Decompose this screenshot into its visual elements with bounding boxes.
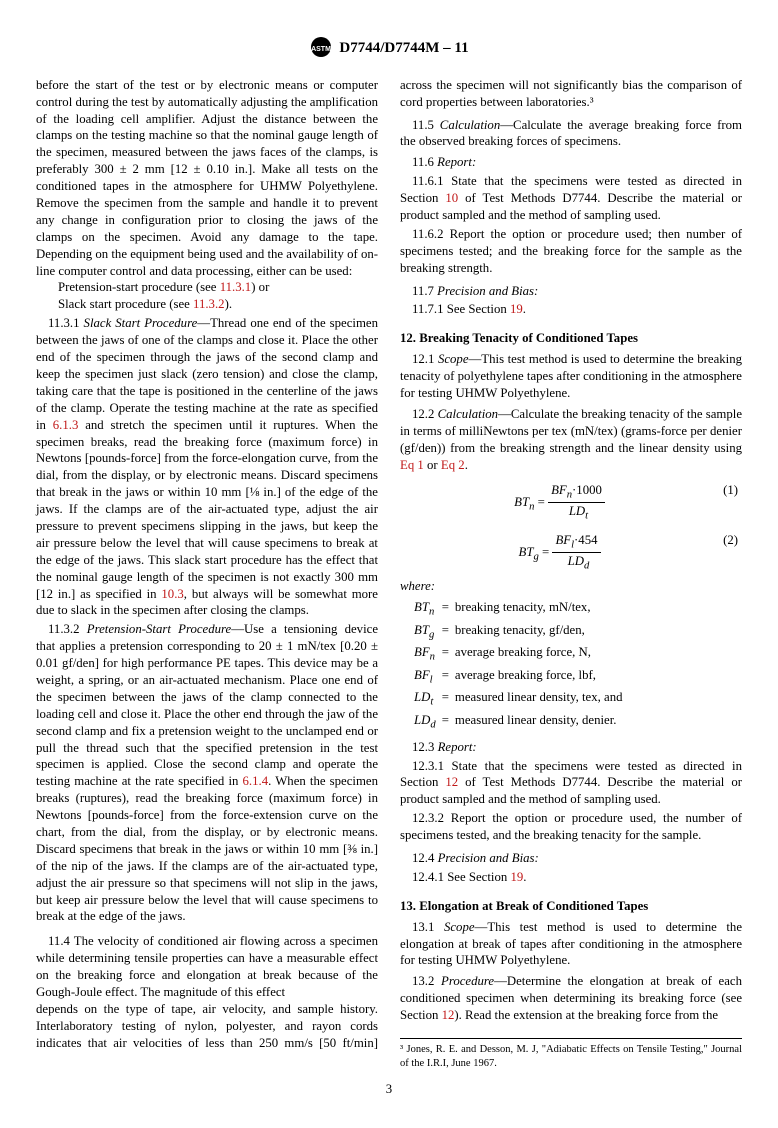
doc-header: ASTM D7744/D7744M – 11 <box>36 36 742 59</box>
xref-link[interactable]: Eq 1 <box>400 458 424 472</box>
page: ASTM D7744/D7744M – 11 before the start … <box>0 0 778 1128</box>
para: 12.4 Precision and Bias: <box>400 850 742 867</box>
para: 12.3.1 State that the specimens were tes… <box>400 758 742 809</box>
xref-link[interactable]: 12 <box>442 1008 455 1022</box>
equation: BTn = BFn·1000LDt (1) <box>400 482 742 524</box>
para: 11.3.1 Slack Start Procedure—Thread one … <box>36 315 378 619</box>
xref-link[interactable]: 6.1.4 <box>243 774 269 788</box>
doc-id: D7744/D7744M – 11 <box>339 40 468 56</box>
para: 11.7.1 See Section 19. <box>400 301 742 318</box>
xref-link[interactable]: 19 <box>510 302 523 316</box>
xref-link[interactable]: 12 <box>445 775 458 789</box>
para: 13.1 Scope—This test method is used to d… <box>400 919 742 970</box>
footnote: ³ Jones, R. E. and Desson, M. J, "Adiaba… <box>400 1038 742 1071</box>
para: 11.3.2 Pretension-Start Procedure—Use a … <box>36 621 378 925</box>
xref-link[interactable]: 10 <box>445 191 458 205</box>
para: 11.6 Report: <box>400 154 742 171</box>
bullet-line: Pretension-start procedure (see 11.3.1) … <box>36 279 378 296</box>
astm-logo-icon: ASTM <box>309 36 333 58</box>
para: 12.2 Calculation—Calculate the breaking … <box>400 406 742 474</box>
para: 11.4 The velocity of conditioned air flo… <box>36 933 378 1001</box>
para: 11.5 Calculation—Calculate the average b… <box>400 117 742 151</box>
section-heading: 12. Breaking Tenacity of Conditioned Tap… <box>400 330 742 347</box>
symbol-definitions: BTn=breaking tenacity, mN/tex, BTg=break… <box>410 597 627 735</box>
xref-link[interactable]: 11.3.1 <box>220 280 252 294</box>
svg-text:ASTM: ASTM <box>311 46 331 53</box>
xref-link[interactable]: 10.3 <box>161 587 183 601</box>
bullet-line: Slack start procedure (see 11.3.2). <box>36 296 378 313</box>
section-heading: 13. Elongation at Break of Conditioned T… <box>400 898 742 915</box>
para: before the start of the test or by elect… <box>36 77 378 280</box>
para: 11.6.1 State that the specimens were tes… <box>400 173 742 224</box>
content-columns: before the start of the test or by elect… <box>36 77 742 1071</box>
para: 12.1 Scope—This test method is used to d… <box>400 351 742 402</box>
para: 13.2 Procedure—Determine the elongation … <box>400 973 742 1024</box>
where-label: where: <box>400 578 742 595</box>
xref-link[interactable]: Eq 2 <box>441 458 465 472</box>
para: 12.3 Report: <box>400 739 742 756</box>
xref-link[interactable]: 6.1.3 <box>53 418 79 432</box>
xref-link[interactable]: 19 <box>510 870 523 884</box>
xref-link[interactable]: 11.3.2 <box>193 297 225 311</box>
page-number: 3 <box>36 1081 742 1098</box>
para: 11.7 Precision and Bias: <box>400 283 742 300</box>
para: 12.3.2 Report the option or procedure us… <box>400 810 742 844</box>
equation: BTg = BFl·454LDd (2) <box>400 532 742 574</box>
para: 11.6.2 Report the option or procedure us… <box>400 226 742 277</box>
para: 12.4.1 See Section 19. <box>400 869 742 886</box>
